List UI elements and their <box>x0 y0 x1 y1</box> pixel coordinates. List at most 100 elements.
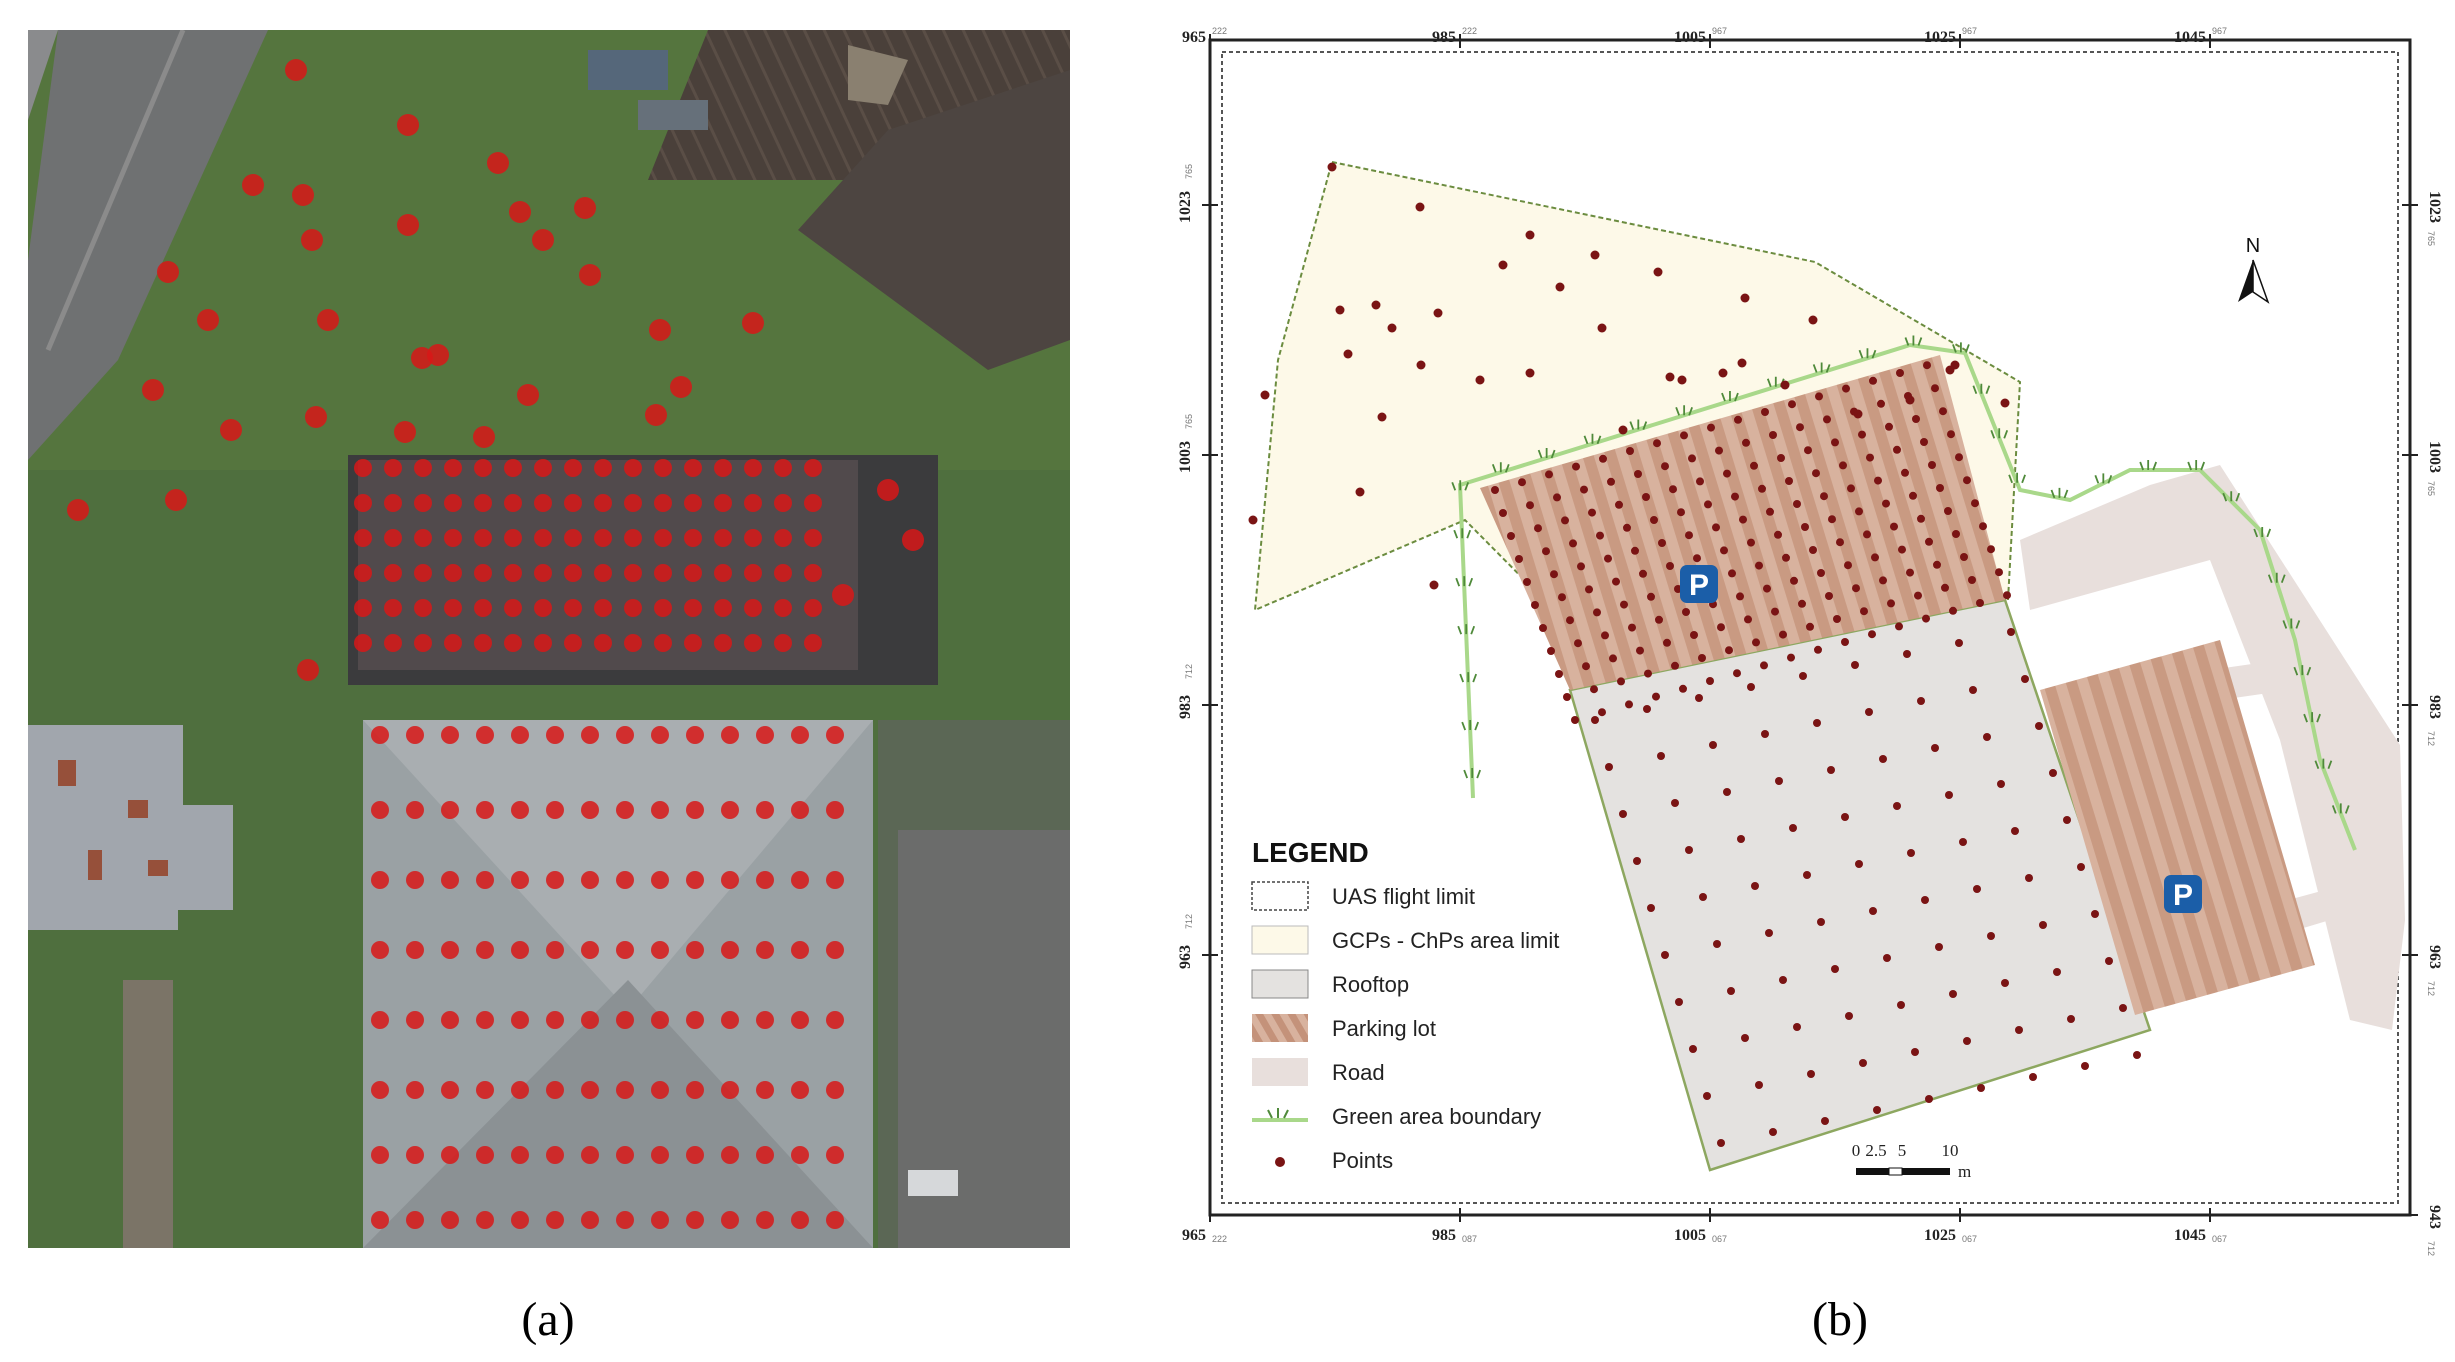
map-point <box>1689 1045 1697 1053</box>
tick-label-left: 1003 <box>1177 441 1194 473</box>
map-point <box>1823 415 1831 424</box>
red-marker <box>826 941 844 959</box>
red-marker <box>826 801 844 819</box>
grass-symbol <box>2094 473 2113 484</box>
grass-symbol <box>2050 487 2069 499</box>
map-point <box>1574 639 1582 648</box>
map-point <box>2029 1073 2037 1081</box>
red-marker <box>297 659 319 681</box>
map-point <box>1860 607 1868 616</box>
grass-symbol <box>1583 433 1602 445</box>
map-point <box>1682 608 1690 616</box>
green-area-boundary <box>1457 342 2357 851</box>
red-marker <box>354 529 372 547</box>
map-point <box>1844 561 1852 570</box>
tick-sup-bottom: 067 <box>2212 1234 2227 1244</box>
map-point <box>2133 1051 2141 1059</box>
red-marker <box>756 941 774 959</box>
red-marker <box>476 1081 494 1099</box>
map-point <box>1814 645 1822 654</box>
grass-symbol <box>1537 448 1556 459</box>
grass-symbol <box>1629 419 1648 430</box>
red-marker <box>744 459 762 477</box>
map-point <box>1555 670 1563 678</box>
red-marker <box>804 459 822 477</box>
map-point <box>1765 929 1773 937</box>
red-marker <box>721 801 739 819</box>
map-point <box>1788 400 1796 409</box>
grass-symbol <box>1972 383 1991 395</box>
map-point <box>1725 646 1733 655</box>
red-marker <box>242 174 264 196</box>
map-point <box>1615 500 1623 509</box>
red-marker <box>444 564 462 582</box>
map-point <box>1623 523 1631 532</box>
red-marker <box>504 599 522 617</box>
red-marker <box>826 1146 844 1164</box>
aerial-photo <box>28 30 1070 1248</box>
map-point <box>1997 780 2005 788</box>
map-point <box>1933 560 1941 569</box>
red-marker <box>406 726 424 744</box>
red-marker <box>504 459 522 477</box>
photo-road <box>28 30 268 460</box>
red-marker <box>574 197 596 219</box>
map-point <box>1852 584 1860 593</box>
map-point <box>1841 813 1849 821</box>
red-marker <box>581 1081 599 1099</box>
map-point <box>1561 516 1569 525</box>
tick-sup-top: 967 <box>1962 26 1977 36</box>
map-point <box>1866 453 1874 462</box>
red-marker <box>511 801 529 819</box>
map-point <box>1949 990 1957 998</box>
map-point <box>1582 662 1590 671</box>
red-marker <box>511 1211 529 1229</box>
map-point <box>1415 202 1425 212</box>
tick-sup-top: 222 <box>1212 26 1227 36</box>
map-point <box>1812 469 1820 478</box>
map-point <box>1775 777 1783 785</box>
red-marker <box>384 599 402 617</box>
map-point <box>1979 522 1987 531</box>
red-marker <box>714 599 732 617</box>
map-point <box>1923 361 1931 370</box>
red-marker <box>546 1081 564 1099</box>
red-marker <box>142 379 164 401</box>
red-marker <box>564 634 582 652</box>
map-point <box>1901 468 1909 477</box>
map-point <box>1731 492 1739 501</box>
svg-text:10: 10 <box>1942 1141 1959 1160</box>
map-point <box>1976 599 1984 607</box>
red-marker <box>581 801 599 819</box>
red-marker <box>414 529 432 547</box>
red-marker <box>511 941 529 959</box>
map-point <box>1416 360 1426 370</box>
map-point <box>1850 407 1858 416</box>
map-point <box>1633 857 1641 865</box>
parking-sign-1: P <box>1680 565 1718 603</box>
red-marker <box>594 564 612 582</box>
red-marker <box>444 529 462 547</box>
map-point <box>1625 700 1633 709</box>
map-point <box>2000 398 2010 408</box>
red-marker <box>756 1211 774 1229</box>
red-marker <box>564 494 582 512</box>
map-point <box>1842 384 1850 393</box>
red-marker <box>511 1081 529 1099</box>
map-point <box>1569 539 1577 548</box>
red-marker <box>317 309 339 331</box>
map-point <box>1563 693 1571 701</box>
red-marker <box>744 494 762 512</box>
map-point <box>1750 461 1758 470</box>
map-point <box>2081 1062 2089 1070</box>
red-marker <box>406 1146 424 1164</box>
tick-sup-right: 765 <box>2426 231 2436 246</box>
red-marker <box>384 564 402 582</box>
map-point <box>1742 438 1750 447</box>
red-marker <box>441 726 459 744</box>
red-marker <box>756 1011 774 1029</box>
map-point <box>1542 547 1550 556</box>
red-marker <box>511 726 529 744</box>
map-point <box>1813 719 1821 727</box>
